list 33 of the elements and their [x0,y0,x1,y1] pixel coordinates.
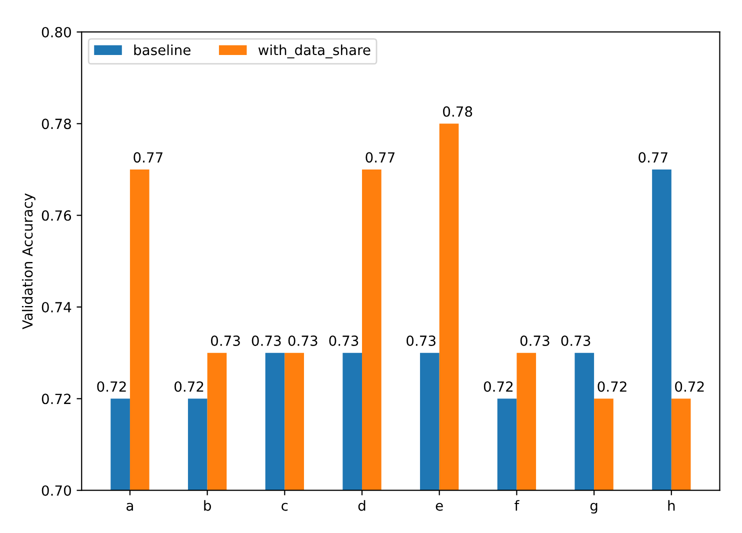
y-tick-label: 0.78 [42,118,71,130]
data-label: 0.73 [288,335,318,346]
data-label: 0.77 [638,152,668,163]
y-tick-label: 0.70 [42,485,71,496]
data-label: 0.72 [97,381,126,392]
y-tick-label: 0.80 [42,26,71,38]
y-axis-title: Validation Accuracy [22,193,36,330]
legend-label: with_data_share [258,44,370,58]
x-tick-label: c [282,502,288,511]
y-tick-label: 0.72 [42,394,71,404]
y-tick-label: 0.74 [42,302,72,312]
x-tick-label: d [358,500,366,511]
data-label: 0.72 [174,381,204,392]
data-label: 0.77 [366,152,395,163]
data-label: 0.73 [329,335,358,346]
x-tick-label: e [436,502,443,511]
legend-label: baseline [134,44,190,56]
data-label: 0.72 [484,381,513,392]
data-label: 0.72 [675,381,704,392]
data-label: 0.78 [443,106,472,117]
x-tick-label: h [668,500,675,511]
data-label: 0.73 [406,335,436,346]
data-label: 0.73 [561,335,590,346]
data-label: 0.73 [520,335,550,346]
x-tick-label: b [204,500,211,511]
x-tick-label: a [126,502,133,511]
x-tick-label: g [590,502,598,514]
x-tick-label: f [514,500,520,511]
data-label: 0.77 [134,152,162,163]
data-label: 0.73 [252,335,281,346]
data-label: 0.72 [598,381,626,392]
y-tick-label: 0.76 [42,210,72,221]
data-label: 0.73 [211,335,240,346]
